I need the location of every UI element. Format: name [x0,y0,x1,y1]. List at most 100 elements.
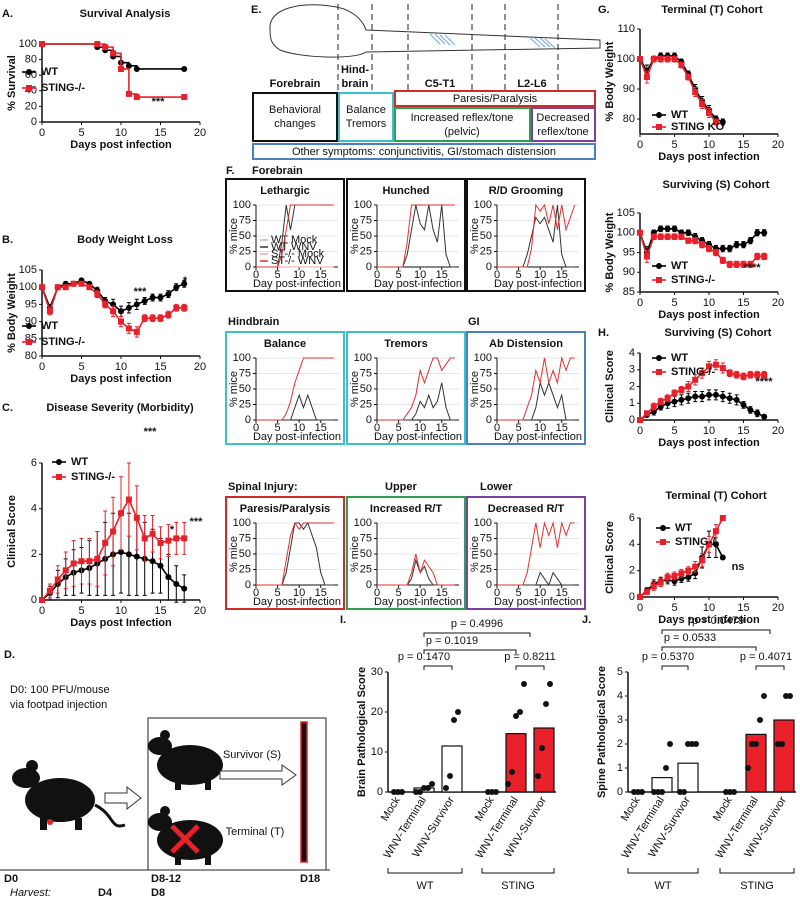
series-line [256,393,334,421]
data-point [118,549,124,556]
y-tick-label: 0 [245,579,251,591]
infection-text: D0: 100 PFU/mouse [10,684,110,696]
arrow [104,785,142,811]
data-point [39,284,45,291]
data-point [761,253,768,260]
data-point [70,560,77,567]
y-axis-label: Spine Pathological Score [596,666,608,798]
y-axis-label: Brain Pathological Score [356,667,368,797]
data-point [125,551,132,558]
p-value: p = 0.8211 [504,651,555,663]
data-point [417,789,423,795]
legend-marker [656,369,662,375]
y-tick-label: 30 [371,666,383,678]
data-point [157,294,164,301]
data-point [110,308,117,315]
data-point [447,773,453,779]
x-axis-label: Day post-infection [494,431,582,443]
data-point [643,74,650,80]
y-tick-label: 50 [480,230,492,242]
x-tick-label: 15 [436,269,448,281]
y-tick-label: 75 [239,214,251,226]
data-point [118,308,124,315]
y-tick-label: 4 [617,690,623,702]
series-line [377,553,455,586]
group-label: Forebrain [252,165,303,177]
x-tick-label: 15 [436,422,448,434]
data-point [429,781,435,787]
y-tick-label: 25 [360,245,372,257]
symptom-box [531,107,596,142]
data-point [747,406,754,413]
data-point [451,717,457,723]
comparison-bracket [661,646,757,651]
data-point [94,41,101,47]
x-tick-label: 0 [39,605,45,617]
y-tick-label: 25 [239,563,251,575]
y-tick-label: 75 [239,532,251,544]
arrow [219,764,297,786]
y-tick-label: 50 [360,383,372,395]
bar [745,733,767,793]
data-point [125,496,132,503]
data-point [699,393,706,400]
y-tick-label: 0 [245,261,251,273]
x-tick-label: 5 [275,587,281,599]
y-tick-label: 75 [360,532,372,544]
day-label: D18 [300,873,320,885]
legend-label: STING-/- [671,274,715,286]
legend-marker [656,112,662,118]
panel-label: E. [251,4,261,16]
x-tick-label: 20 [194,605,206,617]
y-tick-label: 2 [629,380,635,392]
data-point [719,365,726,372]
data-point [678,62,685,68]
data-point [543,701,549,707]
data-point [547,681,553,687]
y-tick-label: 90 [623,83,635,95]
y-axis-label: % mice [469,536,481,572]
y-tick-label: 0 [617,786,623,798]
data-point [425,785,431,791]
x-tick-label: 10 [293,269,305,281]
y-tick-label: 50 [239,548,251,560]
y-tick-label: 110 [617,23,635,35]
x-tick-label: 5 [671,139,677,151]
legend-marker [660,539,666,545]
data-point [46,587,53,594]
group-label: Upper [385,481,418,493]
group-bracket [627,868,699,874]
y-tick-label: 100 [19,38,37,50]
data-point [706,110,712,116]
data-point [754,229,761,236]
y-tick-label: 0 [366,579,372,591]
x-axis-label: Days post infection [658,309,760,321]
y-tick-label: 25 [239,398,251,410]
data-point [125,304,132,311]
chart-title: Balance [264,338,306,350]
data-point [637,56,643,62]
x-tick-label: 5 [396,587,402,599]
legend-marker [26,85,32,91]
data-point [443,785,449,791]
y-axis-label: % Body Weight [604,41,616,121]
box-text: Balance [346,104,386,116]
x-tick-label: 15 [154,127,166,139]
data-point [173,535,180,542]
y-tick-label: 100 [474,199,492,211]
data-point [671,572,678,579]
p-value: p = 0.5370 [642,651,694,663]
panel-border [225,178,345,292]
y-tick-label: 75 [480,367,492,379]
chart-title: Survival Analysis [80,8,171,20]
y-tick-label: 50 [239,383,251,395]
y-tick-label: 90 [623,266,635,278]
data-point [54,284,61,291]
data-point [663,765,669,771]
y-tick-label: 100 [354,352,372,364]
chart-title: Terminal (T) Cohort [665,490,767,502]
data-point [685,395,692,402]
x-tick-label: 15 [737,602,749,614]
y-axis-label: % mice [349,371,361,407]
panel-label: I. [340,614,346,626]
